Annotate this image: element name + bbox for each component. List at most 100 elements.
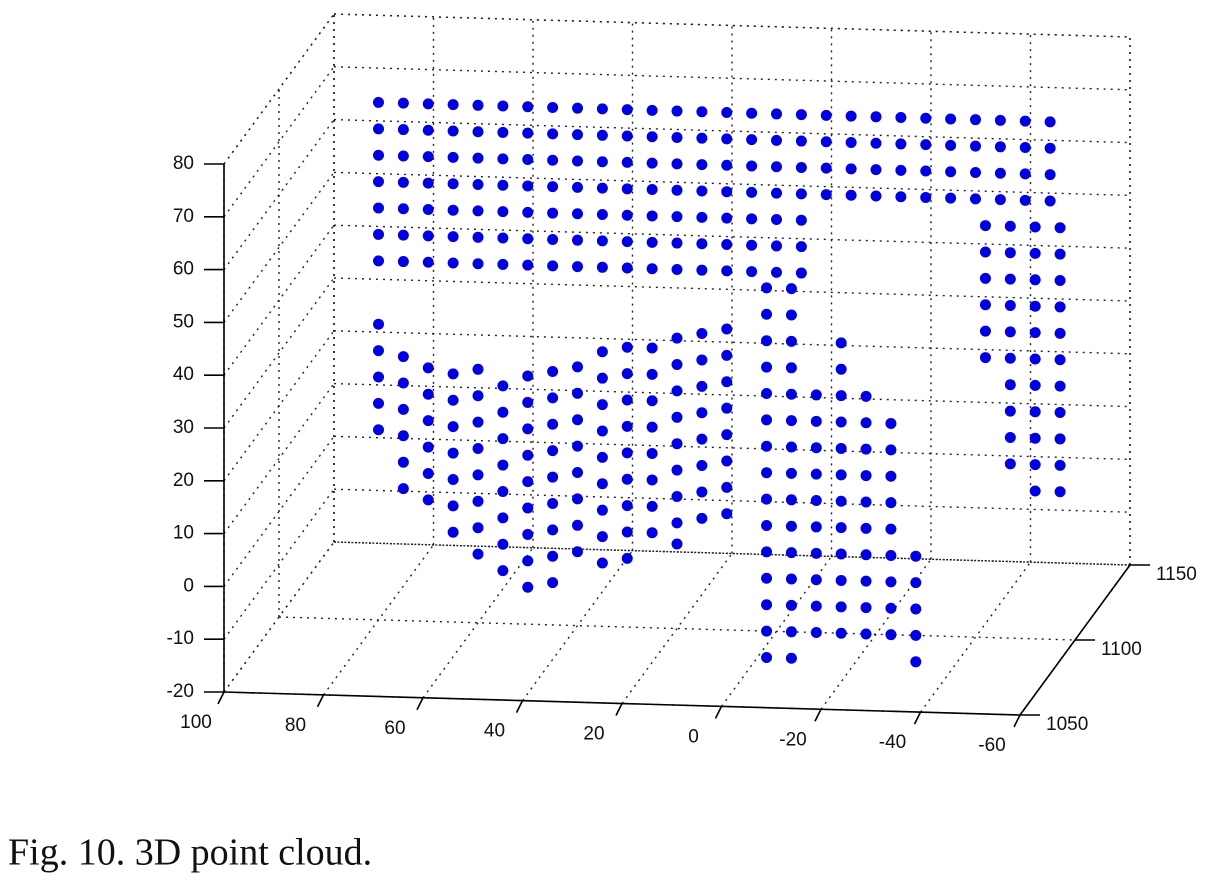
- point: [397, 377, 409, 389]
- point: [447, 99, 459, 111]
- grid-line: [621, 553, 733, 704]
- point: [795, 267, 807, 279]
- point: [761, 414, 773, 426]
- point: [994, 194, 1006, 206]
- point: [671, 211, 683, 223]
- point: [1029, 459, 1041, 471]
- point: [885, 417, 897, 429]
- point: [810, 521, 822, 533]
- point: [979, 352, 991, 364]
- point: [422, 494, 434, 506]
- point: [860, 549, 872, 561]
- z-tick-label: -10: [167, 628, 194, 649]
- point: [522, 259, 534, 271]
- point: [671, 237, 683, 249]
- point: [547, 101, 559, 113]
- point: [547, 154, 559, 166]
- point: [1054, 380, 1066, 392]
- point: [1004, 326, 1016, 338]
- point: [746, 266, 758, 278]
- point: [547, 181, 559, 193]
- point: [885, 549, 897, 561]
- point: [785, 494, 797, 506]
- grid-line: [223, 277, 335, 429]
- point: [497, 565, 509, 577]
- point: [860, 602, 872, 614]
- point: [1054, 354, 1066, 366]
- x-tick-label: 20: [583, 724, 604, 745]
- point: [447, 204, 459, 216]
- point: [885, 523, 897, 535]
- x-tick: [416, 697, 424, 711]
- point: [547, 207, 559, 219]
- point: [447, 151, 459, 163]
- point: [671, 105, 683, 117]
- point: [422, 177, 434, 189]
- point: [721, 481, 733, 493]
- point: [785, 520, 797, 532]
- point: [785, 467, 797, 479]
- point: [497, 206, 509, 218]
- point: [373, 255, 384, 267]
- point: [721, 238, 733, 250]
- grid-line: [223, 171, 335, 323]
- point: [671, 411, 683, 423]
- z-tick-label: 20: [173, 470, 194, 491]
- point: [771, 161, 782, 173]
- point: [860, 470, 872, 482]
- grid-line: [223, 13, 335, 165]
- point: [572, 493, 583, 505]
- point: [910, 629, 922, 641]
- point: [895, 112, 907, 124]
- point: [646, 527, 658, 539]
- point: [860, 628, 872, 640]
- point: [373, 318, 384, 330]
- point: [721, 455, 733, 467]
- point: [671, 359, 683, 370]
- point: [696, 512, 708, 524]
- point: [572, 414, 583, 426]
- point: [522, 206, 534, 218]
- point: [835, 442, 847, 454]
- point: [696, 238, 708, 250]
- point: [696, 354, 708, 366]
- point: [547, 128, 559, 140]
- grid-line: [223, 383, 335, 535]
- point: [870, 164, 882, 176]
- point: [1054, 486, 1066, 498]
- point: [397, 351, 409, 363]
- point: [721, 186, 733, 198]
- point: [621, 500, 633, 512]
- point: [397, 403, 409, 415]
- point: [472, 522, 484, 534]
- point: [621, 209, 633, 221]
- grid-line: [278, 616, 1076, 641]
- x-tick-label: -20: [779, 729, 806, 750]
- point: [845, 136, 857, 148]
- point: [761, 546, 773, 558]
- point: [761, 308, 773, 320]
- z-tick-label: 10: [173, 523, 194, 544]
- grid-line: [223, 66, 335, 218]
- point: [1044, 116, 1056, 128]
- grid-line: [223, 224, 335, 376]
- point: [397, 150, 409, 162]
- point: [1054, 407, 1066, 419]
- point: [547, 418, 559, 430]
- point: [447, 257, 459, 269]
- point: [696, 264, 708, 276]
- point: [621, 130, 633, 142]
- point: [671, 158, 683, 170]
- point: [621, 368, 633, 380]
- point: [497, 100, 509, 112]
- point: [1004, 379, 1016, 391]
- grid-line: [223, 488, 335, 640]
- point: [970, 114, 981, 126]
- point: [671, 184, 683, 196]
- point: [522, 180, 534, 192]
- point: [472, 99, 484, 111]
- point: [785, 547, 797, 559]
- point: [810, 468, 822, 480]
- point: [721, 349, 733, 361]
- point: [761, 467, 773, 479]
